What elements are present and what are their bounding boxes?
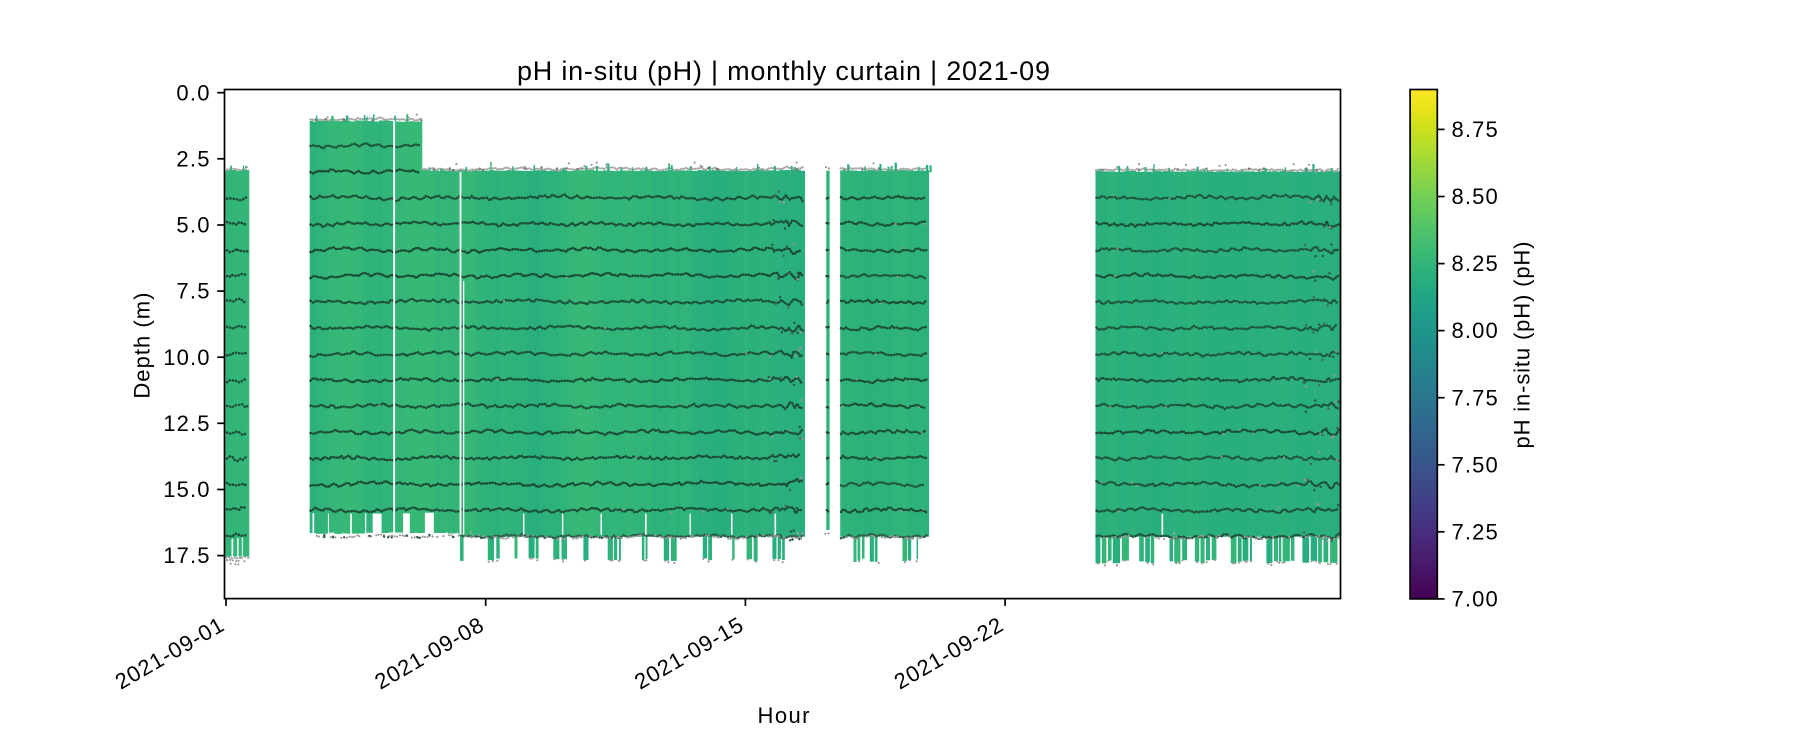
svg-text:0.0: 0.0 <box>176 80 209 105</box>
svg-text:7.25: 7.25 <box>1452 519 1498 544</box>
svg-text:2.5: 2.5 <box>176 146 209 171</box>
svg-text:7.75: 7.75 <box>1452 385 1498 410</box>
svg-text:7.5: 7.5 <box>176 279 209 304</box>
svg-text:7.50: 7.50 <box>1452 452 1498 477</box>
svg-text:12.5: 12.5 <box>163 411 209 436</box>
svg-text:8.75: 8.75 <box>1452 117 1498 142</box>
svg-text:10.0: 10.0 <box>163 345 209 370</box>
svg-text:pH in-situ (pH) (pH): pH in-situ (pH) (pH) <box>1510 242 1535 449</box>
svg-text:8.50: 8.50 <box>1452 184 1498 209</box>
svg-text:15.0: 15.0 <box>163 477 209 502</box>
svg-text:8.00: 8.00 <box>1452 318 1498 343</box>
svg-text:Depth (m): Depth (m) <box>130 293 155 399</box>
svg-text:17.5: 17.5 <box>163 543 209 568</box>
svg-text:8.25: 8.25 <box>1452 251 1498 276</box>
svg-text:5.0: 5.0 <box>176 213 209 238</box>
svg-text:Hour: Hour <box>758 703 810 728</box>
svg-text:pH in-situ (pH) | monthly curt: pH in-situ (pH) | monthly curtain | 2021… <box>517 56 1050 86</box>
svg-text:7.00: 7.00 <box>1452 587 1498 612</box>
